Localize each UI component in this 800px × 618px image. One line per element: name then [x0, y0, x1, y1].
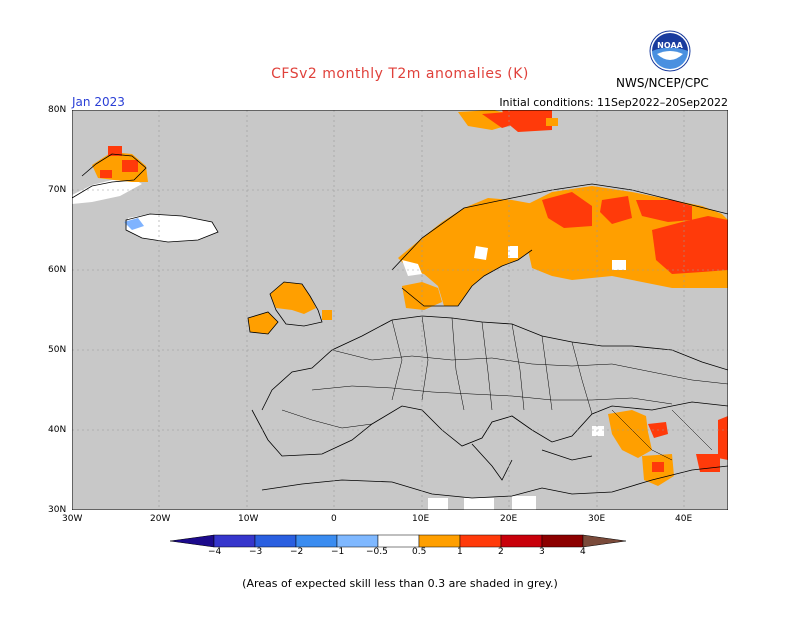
colorbar-cell [295, 534, 338, 548]
graticule [72, 110, 728, 510]
colorbar-label: −2 [290, 547, 304, 557]
lon-tick: 30W [62, 514, 83, 524]
colorbar-cell [170, 534, 215, 548]
lon-tick: 30E [588, 514, 606, 524]
lon-tick: 20E [500, 514, 518, 524]
colorbar-cell [254, 534, 297, 548]
colorbar-cell [541, 534, 584, 548]
country-borders [281, 315, 728, 461]
colorbar-cell [418, 534, 461, 548]
skill-footnote: (Areas of expected skill less than 0.3 a… [242, 577, 558, 590]
lon-tick: 10E [412, 514, 430, 524]
colorbar-label: 2 [498, 547, 504, 557]
agency-label: NWS/NCEP/CPC [616, 76, 709, 90]
coastlines [72, 153, 728, 499]
lat-tick: 50N [48, 345, 67, 355]
lat-tick: 40N [48, 425, 67, 435]
colorbar-cell [459, 534, 502, 548]
lat-tick: 80N [48, 105, 67, 115]
colorbar [170, 534, 627, 548]
lat-tick: 70N [48, 185, 67, 195]
colorbar-cell [500, 534, 543, 548]
colorbar-label: −4 [208, 547, 222, 557]
colorbar-label: −1 [331, 547, 345, 557]
colorbar-label: 3 [539, 547, 545, 557]
forecast-month: Jan 2023 [72, 95, 125, 109]
colorbar-cell [377, 534, 420, 548]
initial-conditions: Initial conditions: 11Sep2022–20Sep2022 [499, 96, 728, 109]
svg-text:NOAA: NOAA [657, 41, 683, 50]
lat-tick: 30N [48, 505, 67, 515]
lon-tick: 0 [331, 514, 337, 524]
lat-tick: 60N [48, 265, 67, 275]
colorbar-cell [213, 534, 256, 548]
anomaly-cells [72, 110, 728, 510]
lon-tick: 10W [238, 514, 259, 524]
lon-tick: 40E [675, 514, 693, 524]
colorbar-label: 4 [580, 547, 586, 557]
colorbar-label: 0.5 [412, 547, 427, 557]
colorbar-label: −0.5 [366, 547, 388, 557]
anomaly-map [72, 110, 728, 510]
colorbar-cell [336, 534, 379, 548]
lon-tick: 20W [150, 514, 171, 524]
noaa-logo-icon: NOAA [649, 30, 691, 72]
colorbar-label: −3 [249, 547, 263, 557]
colorbar-label: 1 [457, 547, 463, 557]
chart-title: CFSv2 monthly T2m anomalies (K) [271, 66, 529, 82]
colorbar-cell [582, 534, 627, 548]
